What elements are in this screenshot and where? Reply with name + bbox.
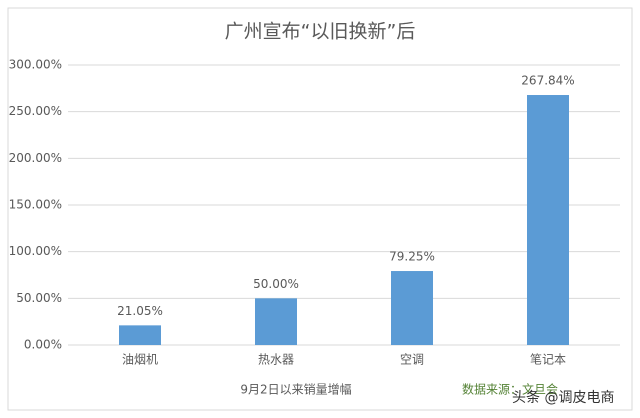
x-tick-label: 热水器 <box>258 353 294 367</box>
x-tick-label: 笔记本 <box>530 352 566 367</box>
x-axis-label: 9月2日以来销量增幅 <box>240 382 351 397</box>
y-tick-label: 150.00% <box>9 198 62 212</box>
x-tick-label: 空调 <box>400 353 424 367</box>
bar <box>255 298 297 345</box>
chart-title: 广州宣布“以旧换新”后 <box>225 21 416 43</box>
value-label: 21.05% <box>117 304 163 318</box>
bar <box>391 271 433 345</box>
value-label: 50.00% <box>253 277 299 291</box>
source-note: 数据来源：文旦会 <box>462 382 558 397</box>
y-tick-label: 50.00% <box>16 291 62 305</box>
watermark: 头条 @调皮电商 <box>512 389 614 406</box>
y-tick-label: 100.00% <box>9 244 62 258</box>
y-tick-label: 0.00% <box>24 338 62 352</box>
value-label: 267.84% <box>521 74 574 88</box>
bar <box>527 95 569 346</box>
y-tick-label: 200.00% <box>9 151 62 165</box>
y-tick-label: 300.00% <box>9 58 62 72</box>
x-tick-label: 油烟机 <box>122 353 158 367</box>
value-label: 79.25% <box>389 250 435 264</box>
y-tick-label: 250.00% <box>9 104 62 118</box>
bar <box>119 325 161 345</box>
